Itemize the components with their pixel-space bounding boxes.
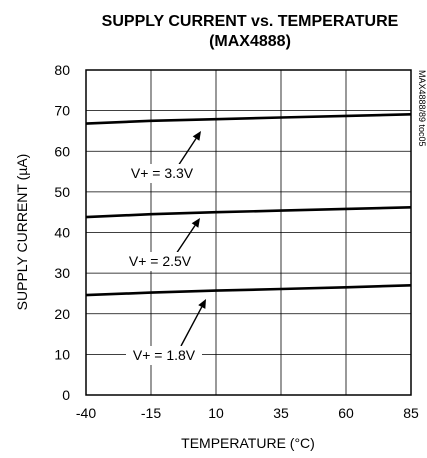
annotation-background xyxy=(122,252,198,271)
y-axis-label: SUPPLY CURRENT (µA) xyxy=(14,154,30,311)
series-line xyxy=(85,113,412,125)
annotation-arrow-line xyxy=(180,306,203,347)
annotation-arrow-line xyxy=(175,225,196,255)
y-tick-label: 50 xyxy=(54,184,70,200)
y-tick-label: 40 xyxy=(54,225,70,241)
series-annotation-label: V+ = 1.8V xyxy=(133,347,196,363)
y-tick-label: 80 xyxy=(54,62,70,78)
annotation-background xyxy=(126,346,202,365)
chart-subtitle: (MAX4888) xyxy=(209,33,291,50)
y-tick-labels: 0 10 20 30 40 50 60 70 80 xyxy=(54,62,70,403)
x-tick-labels: -40 -15 10 35 60 85 xyxy=(76,405,419,421)
x-tick-label: 35 xyxy=(273,405,289,421)
series-annotations: V+ = 3.3V V+ = 2.5V V+ = 1.8V xyxy=(122,131,206,365)
x-tick-label: 60 xyxy=(338,405,354,421)
chart-title: SUPPLY CURRENT vs. TEMPERATURE xyxy=(102,13,399,30)
series-line xyxy=(85,206,412,219)
y-tick-label: 60 xyxy=(54,143,70,159)
y-tick-label: 20 xyxy=(54,306,70,322)
figure-id-label: MAX4888/89 toc05 xyxy=(417,70,427,147)
x-tick-label: -15 xyxy=(141,405,161,421)
y-tick-label: 10 xyxy=(54,346,70,362)
series-annotation-label: V+ = 2.5V xyxy=(129,253,192,269)
series-lines xyxy=(85,113,412,297)
y-tick-label: 70 xyxy=(54,103,70,119)
annotation-arrow-line xyxy=(177,138,197,167)
plot-frame xyxy=(85,69,412,396)
series-annotation-label: V+ = 3.3V xyxy=(131,165,194,181)
annotation-arrow-head xyxy=(198,299,206,309)
annotation-arrow-head xyxy=(191,218,200,228)
x-tick-label: 10 xyxy=(208,405,224,421)
y-tick-label: 30 xyxy=(54,265,70,281)
y-tick-label: 0 xyxy=(62,387,70,403)
x-axis-label: TEMPERATURE (°C) xyxy=(181,435,315,451)
grid-lines xyxy=(86,70,411,395)
x-tick-label: 85 xyxy=(403,405,419,421)
annotation-background xyxy=(124,164,200,183)
series-line xyxy=(85,284,412,297)
x-tick-label: -40 xyxy=(76,405,96,421)
annotation-arrow-head xyxy=(192,131,201,141)
